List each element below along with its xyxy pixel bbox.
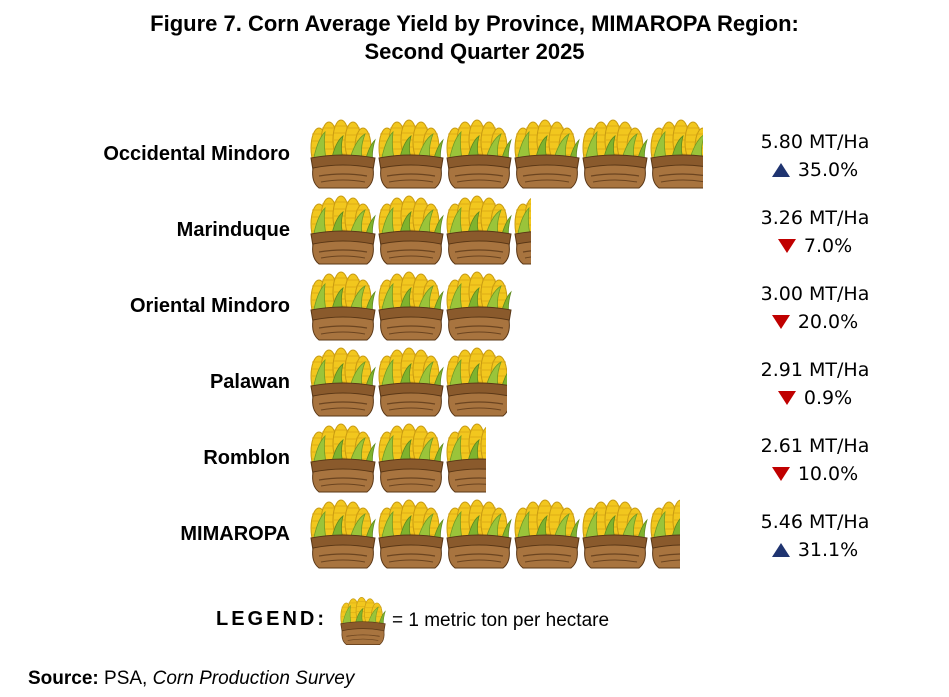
- legend-text: = 1 metric ton per hectare: [392, 610, 610, 631]
- chart-title-line-1: Figure 7. Corn Average Yield by Province…: [150, 11, 799, 36]
- category-label: Oriental Mindoro: [130, 295, 290, 317]
- change-indicator: 7.0%: [735, 232, 895, 260]
- triangle-down-icon: [771, 467, 790, 481]
- corn-sack-icon: [338, 596, 388, 651]
- change-label: 0.9%: [803, 387, 853, 409]
- data-label: 5.46 MT/Ha: [760, 511, 870, 533]
- icon-bar: [309, 346, 719, 418]
- change-label: 7.0%: [803, 235, 853, 257]
- corn-sack-icon: [309, 422, 377, 494]
- triangle-down-icon: [777, 391, 796, 405]
- data-label: 3.00 MT/Ha: [760, 283, 870, 305]
- value-stat: 3.26 MT/Ha 7.0%: [735, 204, 895, 260]
- category-label: MIMAROPA: [180, 523, 290, 545]
- corn-sack-icon: [445, 346, 507, 418]
- triangle-up-icon: [771, 543, 790, 557]
- chart-title: Figure 7. Corn Average Yield by Province…: [0, 10, 949, 66]
- corn-sack-icon: [377, 422, 445, 494]
- change-indicator: 0.9%: [735, 384, 895, 412]
- corn-sack-icon: [513, 194, 531, 266]
- corn-sack-icon: [309, 346, 377, 418]
- corn-sack-icon: [309, 118, 377, 190]
- chart-row: Palawan 2.91 MT/Ha 0.9%: [0, 346, 949, 422]
- source-survey-name: Corn Production Survey: [152, 668, 355, 689]
- change-label: 10.0%: [797, 463, 859, 485]
- legend: LEGEND: = 1 metric ton per hectare: [216, 596, 716, 646]
- corn-sack-icon: [581, 498, 649, 570]
- corn-sack-icon: [377, 346, 445, 418]
- data-label: 2.91 MT/Ha: [760, 359, 870, 381]
- icon-bar: [309, 118, 719, 190]
- chart-row: Oriental Mindoro 3.00 MT/Ha 20.0%: [0, 270, 949, 346]
- value-stat: 2.91 MT/Ha 0.9%: [735, 356, 895, 412]
- category-label: Occidental Mindoro: [103, 143, 290, 165]
- value-stat: 2.61 MT/Ha 10.0%: [735, 432, 895, 488]
- chart-row: Romblon 2.61 MT/Ha 10.0%: [0, 422, 949, 498]
- change-indicator: 31.1%: [735, 536, 895, 564]
- corn-sack-icon: [377, 270, 445, 342]
- source-label: Source:: [28, 668, 99, 689]
- corn-sack-icon: [309, 194, 377, 266]
- chart-row: Occidental Mindoro 5.80 MT/Ha 35.0%: [0, 118, 949, 194]
- data-label: 3.26 MT/Ha: [760, 207, 870, 229]
- chart-row: MIMAROPA 5.46 MT/Ha 31.1%: [0, 498, 949, 574]
- corn-sack-icon: [445, 270, 513, 342]
- source-text: PSA,: [98, 668, 153, 689]
- value-stat: 5.80 MT/Ha 35.0%: [735, 128, 895, 184]
- corn-sack-icon: [513, 498, 581, 570]
- source-note: Source: PSA, Corn Production Survey: [28, 668, 354, 690]
- value-stat: 5.46 MT/Ha 31.1%: [735, 508, 895, 564]
- change-indicator: 10.0%: [735, 460, 895, 488]
- data-label: 2.61 MT/Ha: [760, 435, 870, 457]
- legend-label: LEGEND:: [216, 608, 327, 630]
- corn-sack-icon: [445, 118, 513, 190]
- corn-sack-icon: [377, 118, 445, 190]
- change-label: 31.1%: [797, 539, 859, 561]
- corn-sack-icon: [649, 498, 681, 570]
- corn-sack-icon: [309, 498, 377, 570]
- data-label: 5.80 MT/Ha: [760, 131, 870, 153]
- corn-sack-icon: [513, 118, 581, 190]
- chart-row: Marinduque 3.26 MT/Ha 7.0%: [0, 194, 949, 270]
- corn-sack-icon: [377, 498, 445, 570]
- value-stat: 3.00 MT/Ha 20.0%: [735, 280, 895, 336]
- triangle-down-icon: [771, 315, 790, 329]
- category-label: Palawan: [209, 371, 290, 393]
- change-indicator: 35.0%: [735, 156, 895, 184]
- chart-title-line-2: Second Quarter 2025: [364, 39, 585, 64]
- triangle-down-icon: [777, 239, 796, 253]
- corn-sack-icon: [445, 498, 513, 570]
- corn-sack-icon: [445, 422, 487, 494]
- change-label: 35.0%: [797, 159, 859, 181]
- category-label: Marinduque: [176, 219, 290, 241]
- icon-bar: [309, 422, 719, 494]
- pictograph-rows: Occidental Mindoro 5.80 MT/Ha 35.0% Marindu…: [0, 118, 949, 574]
- category-label: Romblon: [203, 447, 290, 469]
- icon-bar: [309, 498, 719, 570]
- corn-sack-icon: [445, 194, 513, 266]
- change-label: 20.0%: [797, 311, 859, 333]
- icon-bar: [309, 194, 719, 266]
- icon-bar: [309, 270, 719, 342]
- change-indicator: 20.0%: [735, 308, 895, 336]
- corn-sack-icon: [581, 118, 649, 190]
- corn-sack-icon: [377, 194, 445, 266]
- corn-sack-icon: [649, 118, 704, 190]
- corn-sack-icon: [309, 270, 377, 342]
- triangle-up-icon: [771, 163, 790, 177]
